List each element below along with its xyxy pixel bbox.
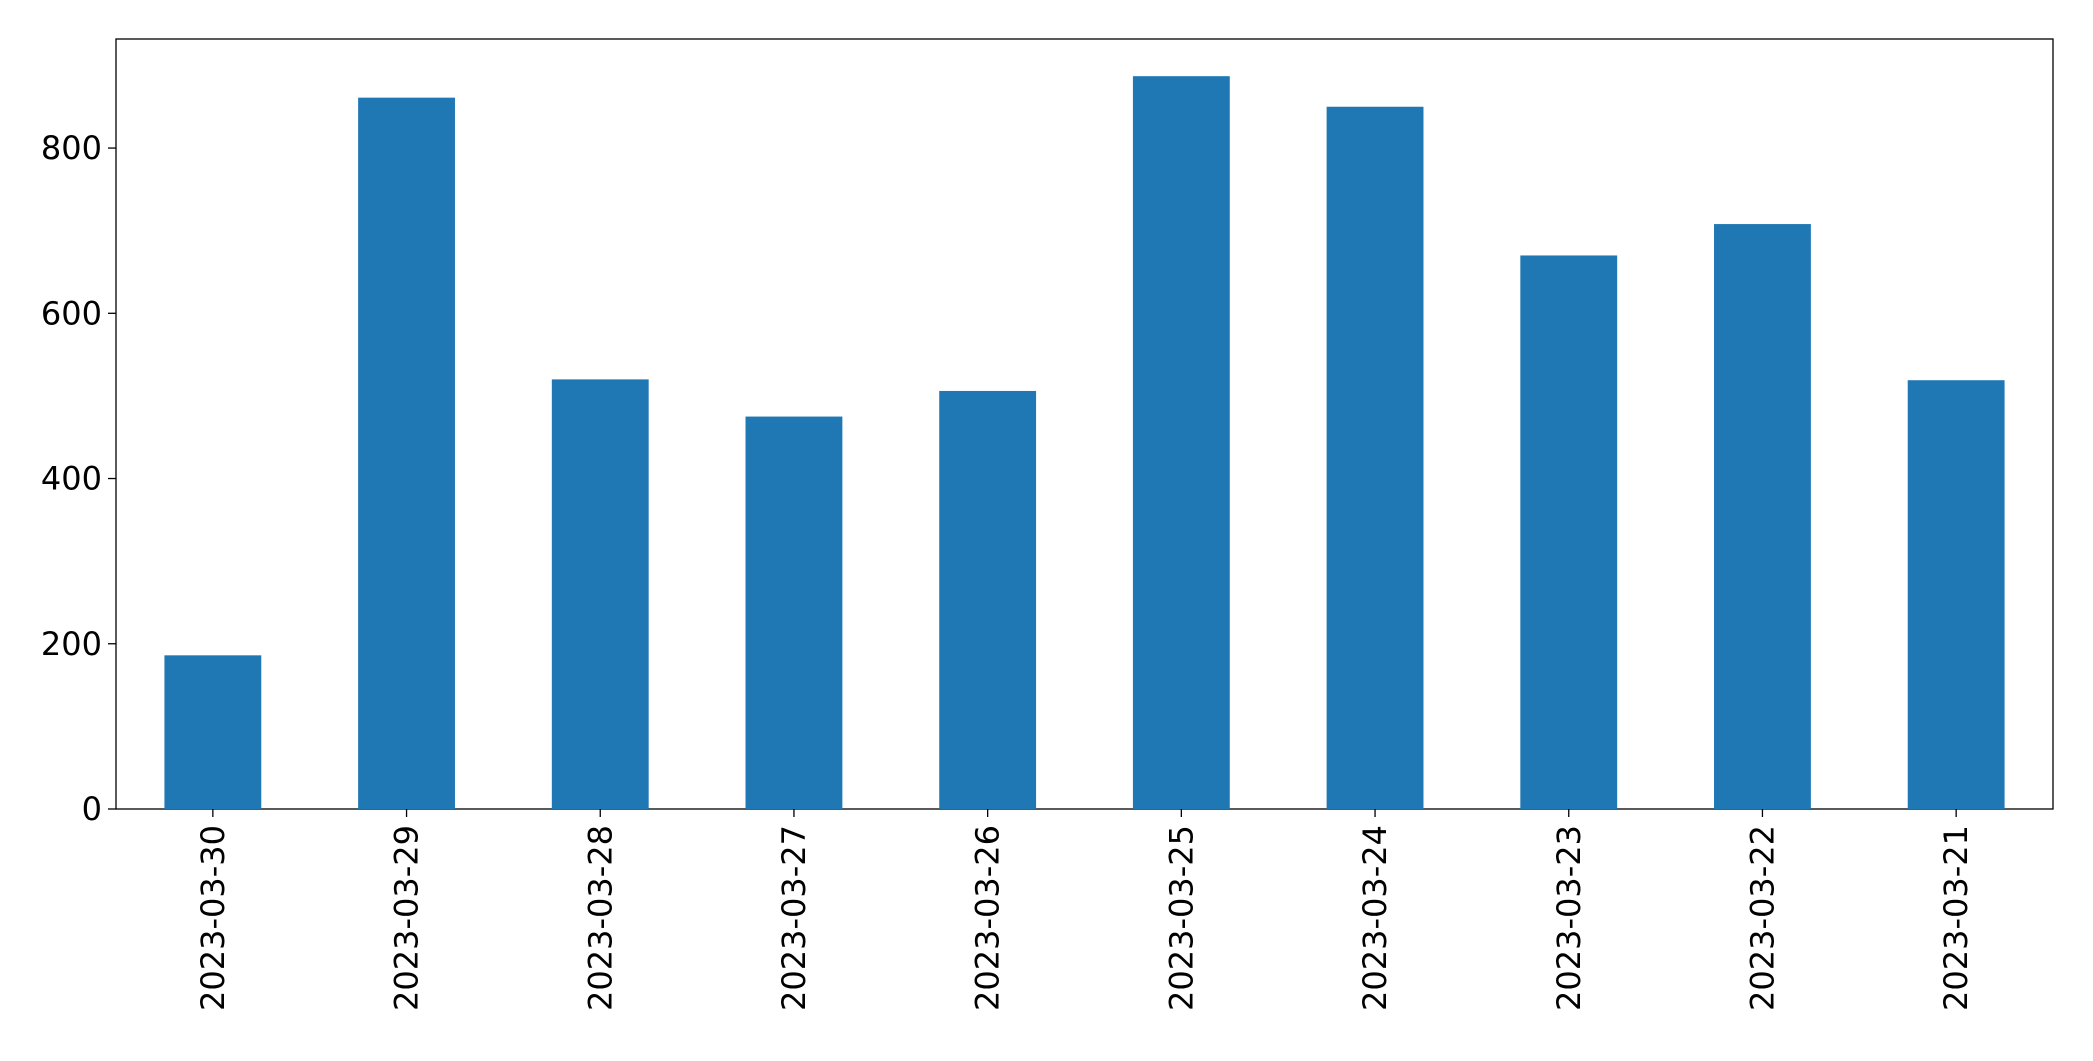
x-tick-label: 2023-03-21 bbox=[1937, 825, 1975, 1011]
y-tick-label: 600 bbox=[41, 294, 102, 332]
bar bbox=[1714, 224, 1811, 809]
x-tick-label: 2023-03-28 bbox=[581, 825, 619, 1011]
bar bbox=[358, 97, 455, 809]
y-tick-label: 200 bbox=[41, 625, 102, 663]
bar bbox=[551, 379, 649, 809]
x-tick-label: 2023-03-23 bbox=[1550, 825, 1588, 1011]
bar bbox=[1132, 76, 1230, 810]
bar bbox=[1520, 255, 1618, 809]
plot-frame bbox=[115, 38, 2054, 810]
bar bbox=[164, 655, 262, 809]
x-tick-label: 2023-03-25 bbox=[1162, 825, 1200, 1011]
x-tick-label: 2023-03-29 bbox=[388, 825, 426, 1011]
bar bbox=[1326, 106, 1424, 810]
x-tick-label: 2023-03-30 bbox=[194, 825, 232, 1011]
y-tick-label: 0 bbox=[82, 790, 102, 828]
x-tick-label: 2023-03-26 bbox=[969, 825, 1007, 1011]
y-tick-label: 400 bbox=[41, 460, 102, 498]
x-tick-label: 2023-03-22 bbox=[1743, 825, 1781, 1011]
bar bbox=[939, 390, 1037, 809]
x-tick-label: 2023-03-27 bbox=[775, 825, 813, 1011]
x-tick-label: 2023-03-24 bbox=[1356, 825, 1394, 1011]
bar bbox=[1907, 380, 2005, 809]
bar bbox=[745, 416, 843, 809]
y-tick-label: 800 bbox=[41, 129, 102, 167]
